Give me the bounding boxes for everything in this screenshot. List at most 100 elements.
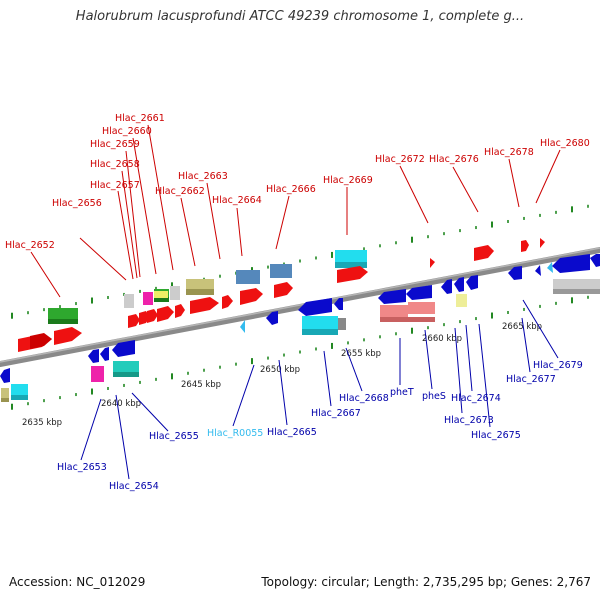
gene-feature[interactable]	[378, 289, 406, 304]
gene-feature[interactable]	[298, 298, 332, 316]
reverse-gene-label[interactable]: Hlac_2673	[444, 415, 494, 426]
reverse-gene-label[interactable]: Hlac_2677	[506, 374, 556, 385]
reverse-gene-label[interactable]: Hlac_2653	[57, 462, 107, 473]
gene-feature[interactable]	[338, 318, 346, 330]
gene-feature[interactable]	[170, 286, 180, 300]
gene-feature[interactable]	[240, 320, 245, 333]
gene-feature[interactable]	[48, 308, 78, 319]
gene-feature[interactable]	[474, 245, 494, 261]
reverse-gene-label[interactable]: Hlac_2654	[109, 481, 159, 492]
gene-feature[interactable]	[535, 265, 541, 276]
forward-gene-label[interactable]: Hlac_2657	[90, 180, 140, 191]
gene-feature[interactable]	[0, 368, 10, 383]
gene-feature[interactable]	[30, 333, 52, 349]
gene-feature[interactable]	[274, 282, 293, 298]
gene-feature[interactable]	[88, 349, 99, 363]
gene-leader-line	[80, 398, 102, 461]
forward-gene-label[interactable]: Hlac_2678	[484, 147, 534, 158]
gene-feature[interactable]	[456, 294, 467, 307]
gene-feature[interactable]	[552, 254, 590, 273]
forward-gene-label[interactable]: Hlac_2663	[178, 171, 228, 182]
gene-feature[interactable]	[143, 292, 153, 305]
reverse-gene-label[interactable]: Hlac_R0055	[207, 428, 263, 439]
gene-feature[interactable]	[547, 262, 553, 273]
gene-feature[interactable]	[380, 305, 408, 317]
gene-feature[interactable]	[157, 306, 174, 322]
reverse-gene-label[interactable]: Hlac_2675	[471, 430, 521, 441]
forward-gene-label[interactable]: Hlac_2659	[90, 139, 140, 150]
reverse-gene-label[interactable]: Hlac_2665	[267, 427, 317, 438]
forward-gene-label[interactable]: Hlac_2656	[52, 198, 102, 209]
kbp-label: 2655 kbp	[341, 349, 381, 359]
forward-gene-label[interactable]: Hlac_2666	[266, 184, 316, 195]
gene-feature[interactable]	[186, 279, 214, 289]
reverse-gene-label[interactable]: Hlac_2668	[339, 393, 389, 404]
gene-labels: Hlac_2652 Hlac_2656 Hlac_2657 Hlac_2658 Hlac…	[5, 113, 590, 492]
gene-feature[interactable]	[302, 329, 338, 335]
reverse-gene-label[interactable]: Hlac_2679	[533, 360, 583, 371]
gene-feature[interactable]	[270, 264, 292, 278]
gene-feature[interactable]	[147, 309, 158, 323]
forward-gene-label[interactable]: Hlac_2664	[212, 195, 262, 206]
gene-feature[interactable]	[1, 388, 9, 398]
gene-feature[interactable]	[441, 279, 452, 294]
gene-feature[interactable]	[11, 395, 28, 400]
gene-feature[interactable]	[100, 347, 109, 361]
gene-feature[interactable]	[236, 270, 260, 284]
reverse-gene-label[interactable]: Hlac_2674	[451, 393, 501, 404]
gene-feature[interactable]	[466, 275, 478, 290]
forward-gene-label[interactable]: Hlac_2672	[375, 154, 425, 165]
gene-feature[interactable]	[128, 314, 140, 328]
gene-feature[interactable]	[553, 279, 600, 289]
gene-feature[interactable]	[266, 311, 278, 325]
gene-feature[interactable]	[154, 297, 169, 302]
gene-feature[interactable]	[190, 297, 219, 314]
gene-feature[interactable]	[406, 285, 432, 300]
gene-feature[interactable]	[590, 254, 600, 267]
gene-leader-line	[399, 165, 429, 224]
forward-gene-label[interactable]: Hlac_2669	[323, 175, 373, 186]
gene-leader-line	[125, 150, 141, 278]
forward-gene-label[interactable]: Hlac_2676	[429, 154, 479, 165]
gene-feature[interactable]	[112, 340, 135, 357]
gene-feature[interactable]	[124, 294, 134, 308]
gene-feature[interactable]	[508, 266, 522, 280]
gene-feature[interactable]	[48, 319, 78, 324]
gene-feature[interactable]	[54, 327, 82, 345]
gene-leader-line	[323, 350, 332, 407]
forward-gene-label[interactable]: Hlac_2662	[155, 186, 205, 197]
forward-gene-label[interactable]: Hlac_2658	[90, 159, 140, 170]
forward-gene-label[interactable]: Hlac_2661	[115, 113, 165, 124]
reverse-gene-label[interactable]: pheT	[390, 387, 414, 398]
gene-feature[interactable]	[553, 289, 600, 294]
gene-feature[interactable]	[91, 366, 104, 382]
forward-gene-label[interactable]: Hlac_2652	[5, 240, 55, 251]
gene-feature[interactable]	[430, 258, 435, 268]
gene-feature[interactable]	[11, 384, 28, 395]
forward-gene-label[interactable]: Hlac_2660	[102, 126, 152, 137]
gene-feature[interactable]	[334, 298, 343, 310]
gene-feature[interactable]	[113, 372, 139, 377]
reverse-gene-label[interactable]: pheS	[422, 391, 446, 402]
gene-feature[interactable]	[302, 316, 338, 329]
gene-feature[interactable]	[154, 291, 168, 298]
gene-feature[interactable]	[454, 277, 464, 292]
gene-feature[interactable]	[408, 302, 435, 314]
gene-leader-line	[275, 195, 290, 250]
gene-feature[interactable]	[175, 304, 185, 318]
gene-feature[interactable]	[335, 262, 367, 268]
gene-feature[interactable]	[113, 361, 139, 372]
gene-feature[interactable]	[240, 288, 263, 305]
gene-feature[interactable]	[380, 317, 435, 322]
gene-feature[interactable]	[540, 238, 545, 248]
gene-feature[interactable]	[337, 266, 368, 283]
forward-gene-label[interactable]: Hlac_2680	[540, 138, 590, 149]
gene-feature[interactable]	[186, 289, 214, 295]
reverse-gene-label[interactable]: Hlac_2655	[149, 431, 199, 442]
reverse-gene-label[interactable]: Hlac_2667	[311, 408, 361, 419]
gene-feature[interactable]	[1, 398, 9, 402]
gene-feature[interactable]	[521, 240, 529, 252]
gene-feature[interactable]	[222, 295, 233, 309]
gene-feature[interactable]	[335, 250, 367, 262]
